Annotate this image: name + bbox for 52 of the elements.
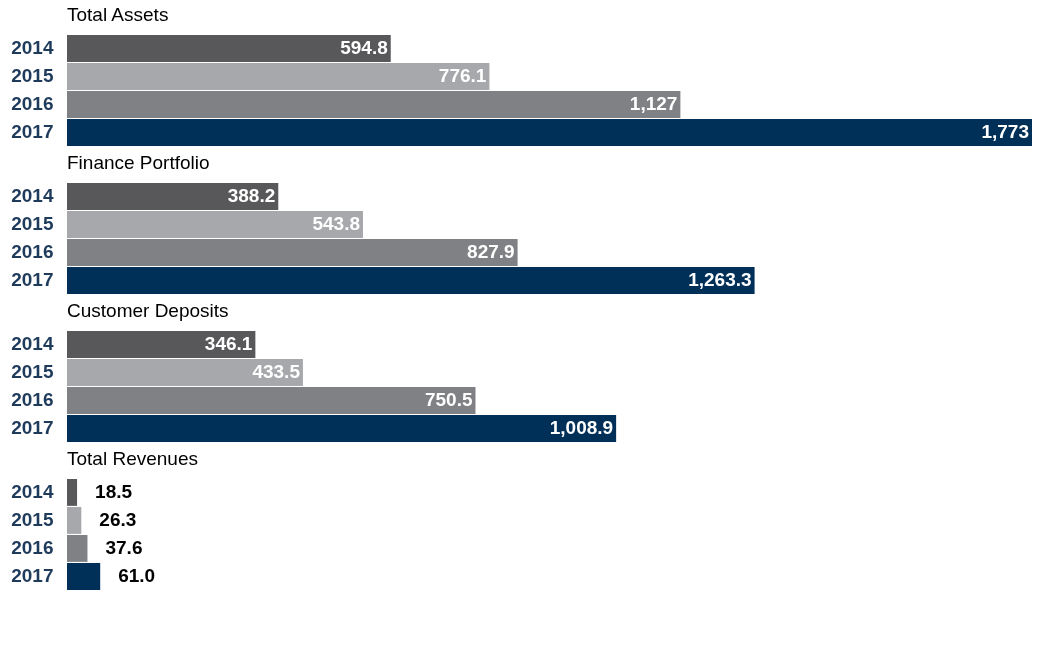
bar bbox=[67, 63, 490, 90]
data-label: 827.9 bbox=[467, 241, 515, 263]
bar bbox=[67, 479, 78, 506]
data-label: 750.5 bbox=[424, 389, 473, 411]
data-label: 1,008.9 bbox=[549, 417, 614, 439]
y-tick-label: 2014 bbox=[11, 481, 54, 503]
y-tick-label: 2017 bbox=[11, 121, 54, 143]
data-label: 776.1 bbox=[438, 65, 487, 87]
bar bbox=[67, 35, 391, 62]
y-tick-label: 2016 bbox=[11, 389, 54, 411]
chart-title: Total Assets bbox=[67, 4, 169, 25]
bar bbox=[67, 183, 279, 210]
bar bbox=[67, 91, 681, 118]
data-label: 1,773 bbox=[981, 121, 1029, 143]
y-tick-label: 2015 bbox=[11, 213, 54, 235]
y-tick-label: 2017 bbox=[11, 417, 54, 439]
data-label: 543.8 bbox=[312, 213, 360, 235]
y-tick-label: 2014 bbox=[11, 185, 54, 207]
bar bbox=[67, 563, 101, 590]
data-label: 1,263.3 bbox=[688, 269, 752, 291]
chart-title: Total Revenues bbox=[67, 448, 198, 469]
chart-title: Customer Deposits bbox=[67, 300, 229, 321]
data-label: 37.6 bbox=[105, 537, 143, 559]
bar bbox=[67, 331, 256, 358]
bar bbox=[67, 239, 518, 266]
data-label: 346.1 bbox=[204, 333, 253, 355]
data-label: 18.5 bbox=[95, 481, 133, 503]
y-tick-label: 2017 bbox=[11, 565, 54, 587]
bar bbox=[67, 267, 755, 294]
chart-title: Finance Portfolio bbox=[67, 152, 210, 173]
data-label: 594.8 bbox=[340, 37, 388, 59]
bar bbox=[67, 415, 617, 442]
bar bbox=[67, 387, 476, 414]
data-label: 61.0 bbox=[118, 565, 156, 587]
y-tick-label: 2015 bbox=[11, 361, 54, 383]
bar bbox=[67, 507, 82, 534]
data-label: 388.2 bbox=[227, 185, 276, 207]
bar bbox=[67, 119, 1032, 146]
data-label: 26.3 bbox=[99, 509, 137, 531]
data-label: 433.5 bbox=[252, 361, 301, 383]
bar bbox=[67, 211, 363, 238]
y-tick-label: 2016 bbox=[11, 93, 54, 115]
y-tick-label: 2014 bbox=[11, 333, 54, 355]
y-tick-label: 2014 bbox=[11, 37, 54, 59]
bar bbox=[67, 535, 88, 562]
y-tick-label: 2015 bbox=[11, 509, 54, 531]
data-label: 1,127 bbox=[629, 93, 678, 115]
y-tick-label: 2016 bbox=[11, 537, 54, 559]
y-tick-label: 2017 bbox=[11, 269, 54, 291]
y-tick-label: 2016 bbox=[11, 241, 54, 263]
y-tick-label: 2015 bbox=[11, 65, 54, 87]
bar bbox=[67, 359, 303, 386]
